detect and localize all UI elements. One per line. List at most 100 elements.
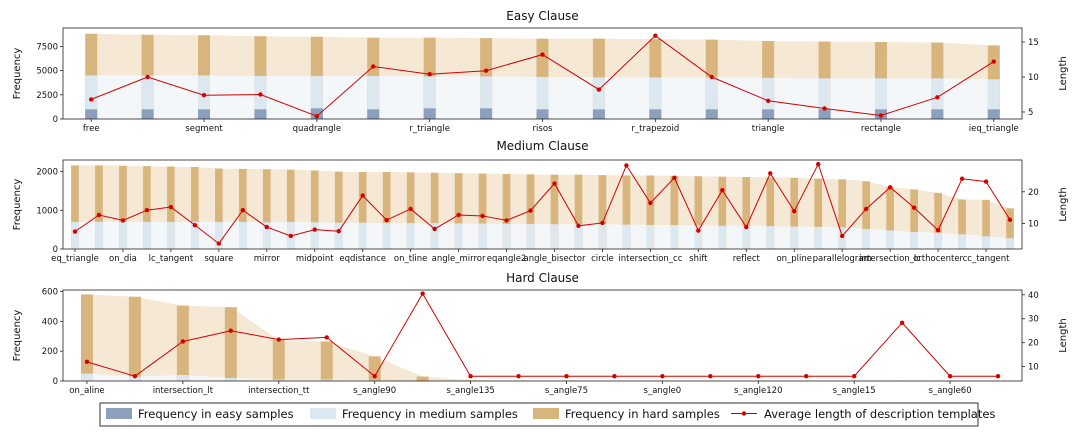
length-point <box>899 320 905 326</box>
bar-hard <box>622 175 631 249</box>
length-point <box>456 212 461 218</box>
bar-medium <box>215 221 223 249</box>
length-series-line <box>74 162 1011 245</box>
bar-medium <box>167 221 175 249</box>
bar-medium <box>550 224 559 249</box>
length-point <box>995 374 1001 379</box>
x-tick-label: parallelogram <box>813 254 872 264</box>
length-point <box>180 339 186 344</box>
bar-easy <box>536 109 549 119</box>
length-point <box>624 163 629 168</box>
bar-medium <box>649 77 662 119</box>
length-point <box>552 181 557 186</box>
bar-hard <box>478 173 487 249</box>
y2-axis-label: Length <box>1058 318 1069 353</box>
hard-band-area <box>80 294 1005 381</box>
length-point <box>991 59 996 64</box>
length-point <box>660 374 665 379</box>
length-point <box>959 176 965 181</box>
bar-medium <box>224 378 237 381</box>
length-point <box>468 374 473 379</box>
length-point <box>84 359 90 365</box>
length-point <box>240 208 246 213</box>
legend-easy-swatch <box>106 408 132 419</box>
y2-tick-label: 10 <box>1028 73 1039 83</box>
bar-hard <box>862 181 870 249</box>
legend-line-marker <box>741 411 747 416</box>
length-point <box>480 213 485 219</box>
length-point <box>672 175 677 180</box>
x-tick-label: intersection_lc <box>859 254 921 264</box>
y-tick-label: 200 <box>42 347 58 357</box>
length-point <box>540 52 545 57</box>
x-tick-label: cc_tangent <box>963 254 1011 264</box>
x-tick-label: circle <box>591 254 614 264</box>
x-tick-label: s_angle15 <box>833 386 876 396</box>
bar-hard <box>958 199 966 249</box>
bar-hard <box>430 172 439 249</box>
bar-medium <box>141 75 154 119</box>
bar-medium <box>382 223 391 249</box>
bar-hard <box>95 165 103 249</box>
length-point <box>264 224 269 230</box>
x-tick-label: angle_mirror <box>432 254 486 264</box>
bar-medium <box>958 234 966 249</box>
length-point <box>696 228 701 233</box>
bar-easy <box>310 108 323 119</box>
bar-medium <box>454 223 463 249</box>
x-tick-label: intersection_cc <box>618 254 682 264</box>
x-tick-label: segment <box>185 124 223 134</box>
y2-tick-label: 5 <box>1028 108 1033 118</box>
length-point <box>708 374 713 379</box>
length-point <box>384 217 389 223</box>
panel-medium-clause: 0 1000 2000 10 20 eq_triangle on_dia lc_tangent… <box>12 139 1069 264</box>
length-point <box>144 208 150 213</box>
length-point <box>145 74 150 80</box>
bar-medium <box>272 379 285 381</box>
x-tick-label: free <box>83 124 100 134</box>
x-tick-label: ieq_triangle <box>969 124 1019 134</box>
y-axis-label: Frequency <box>12 179 23 231</box>
x-tick-label: on_tline <box>394 254 428 264</box>
bar-hard <box>368 356 381 381</box>
bar-medium <box>790 226 799 249</box>
legend-medium-swatch <box>310 408 336 419</box>
bar-medium <box>478 223 487 249</box>
x-tick-label: risos <box>533 124 553 134</box>
x-tick-label: eqangle2 <box>487 254 527 264</box>
length-point <box>887 185 893 190</box>
length-point <box>600 220 605 226</box>
length-point <box>528 208 533 213</box>
y-tick-label: 600 <box>42 287 58 297</box>
bar-medium <box>718 225 727 249</box>
x-tick-label: reflect <box>733 254 761 264</box>
bar-hard <box>598 175 607 249</box>
bar-medium <box>358 222 367 249</box>
bar-medium <box>262 222 271 249</box>
length-point <box>314 114 320 119</box>
x-tick-label: eq_triangle <box>51 254 99 264</box>
bar-hard <box>574 174 583 249</box>
length-point <box>720 187 725 193</box>
y-tick-label: 5000 <box>36 67 58 77</box>
length-point <box>792 208 797 214</box>
x-tick-label: intersection_lt <box>153 386 214 396</box>
bar-hard <box>718 176 727 249</box>
x-tick-label: s_angle60 <box>929 386 972 396</box>
panel-hard-clause: 0 200 400 600 10 20 30 40 on_aline intersection_l… <box>12 271 1069 396</box>
medium-band-area <box>80 373 1005 381</box>
bar-easy <box>423 108 436 119</box>
x-tick-label: quadrangle <box>293 124 341 134</box>
length-point <box>935 228 941 233</box>
bar-medium <box>430 223 439 249</box>
bar-hard <box>119 165 127 249</box>
bar-hard <box>814 178 823 249</box>
length-point <box>863 206 869 212</box>
legend-line-label: Average length of description templates <box>764 407 995 421</box>
medium-band-area <box>71 221 1014 249</box>
legend: Frequency in easy samples Frequency in m… <box>99 402 995 427</box>
y2-tick-label: 15 <box>1028 38 1039 48</box>
bar-medium <box>1006 238 1014 249</box>
bar-hard <box>416 376 429 381</box>
length-point <box>324 335 329 340</box>
